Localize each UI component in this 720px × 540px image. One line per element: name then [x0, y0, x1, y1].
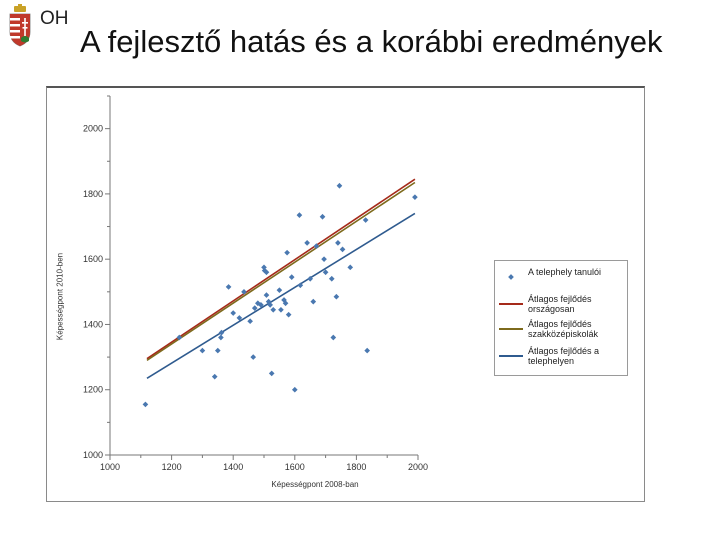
data-point	[268, 370, 275, 377]
data-point	[263, 292, 270, 298]
data-point	[230, 310, 237, 316]
data-point	[278, 306, 284, 313]
data-point	[251, 305, 258, 311]
legend-label-telephelyen: Átlagos fejlődés a telephelyen	[528, 346, 600, 366]
y-tick-label: 1600	[83, 254, 103, 264]
data-point	[270, 306, 277, 313]
data-point	[319, 213, 326, 220]
data-point	[236, 315, 243, 321]
data-point	[225, 284, 232, 290]
data-point	[335, 240, 341, 246]
y-tick-label: 1000	[83, 450, 103, 460]
trend-line-telephelyen	[146, 212, 416, 379]
y-axis-label: Képességpont 2010-ben	[55, 252, 65, 341]
data-point	[313, 243, 320, 249]
data-point	[218, 329, 225, 336]
x-tick-label: 1000	[100, 462, 120, 472]
legend-label-szakkozepiskolak: Átlagos fejlődés szakközépiskolák	[528, 319, 599, 339]
x-tick-label: 1400	[223, 462, 243, 472]
data-point	[241, 288, 247, 295]
data-point	[211, 373, 218, 380]
x-tick-label: 1200	[162, 462, 182, 472]
data-point	[307, 275, 314, 282]
data-point	[258, 302, 264, 308]
data-point	[322, 269, 329, 276]
data-point	[142, 401, 149, 408]
y-tick-label: 1800	[83, 189, 103, 199]
data-point	[321, 256, 327, 263]
chart-legend: A telephely tanulói Átlagos fejlődés ors…	[494, 260, 628, 376]
x-axis-label: Képességpont 2008-ban	[271, 480, 359, 489]
data-point	[339, 246, 346, 253]
legend-label-orszagosan: Átlagos fejlődés országosan	[528, 294, 592, 314]
data-point	[284, 249, 290, 256]
data-point	[310, 298, 317, 305]
page-title: A fejlesztő hatás és a korábbi eredménye…	[80, 24, 663, 59]
y-tick-label: 1400	[83, 319, 103, 329]
data-point	[285, 311, 292, 318]
data-point	[336, 182, 343, 189]
data-point	[250, 354, 257, 360]
data-point	[364, 347, 371, 354]
x-tick-label: 1600	[285, 462, 305, 472]
trend-line-szakkozepiskolak	[146, 181, 416, 362]
legend-line-symbol	[499, 328, 523, 330]
data-point	[362, 217, 369, 223]
legend-line-symbol	[499, 355, 523, 357]
data-point	[276, 287, 283, 294]
data-point	[297, 282, 304, 289]
data-point	[330, 334, 337, 341]
y-tick-label: 1200	[83, 385, 103, 395]
x-tick-label: 1800	[346, 462, 366, 472]
data-point	[304, 240, 310, 246]
data-point	[333, 293, 340, 300]
data-point	[296, 212, 303, 218]
x-tick-label: 2000	[408, 462, 428, 472]
data-point	[412, 194, 418, 201]
data-point	[263, 269, 270, 276]
data-point	[247, 318, 253, 325]
data-point	[218, 334, 224, 341]
y-tick-label: 2000	[83, 124, 103, 134]
data-point	[282, 300, 289, 307]
coat-of-arms-logo	[9, 4, 31, 47]
legend-line-symbol	[499, 303, 523, 305]
data-point	[288, 274, 295, 280]
organization-label: OH	[40, 8, 69, 29]
legend-label-points: A telephely tanulói	[528, 267, 602, 277]
data-point	[199, 347, 206, 354]
scatter-chart: 1000 1200 1400 1600 1800 2000 1000 1200 1400 1600…	[83, 95, 428, 472]
data-point	[267, 302, 273, 308]
data-point	[176, 334, 183, 341]
data-point	[328, 275, 335, 282]
trend-line-orszagosan	[146, 178, 416, 360]
legend-point-symbol	[508, 274, 514, 280]
data-point	[214, 347, 221, 354]
data-point	[291, 386, 298, 393]
data-point	[347, 264, 354, 271]
